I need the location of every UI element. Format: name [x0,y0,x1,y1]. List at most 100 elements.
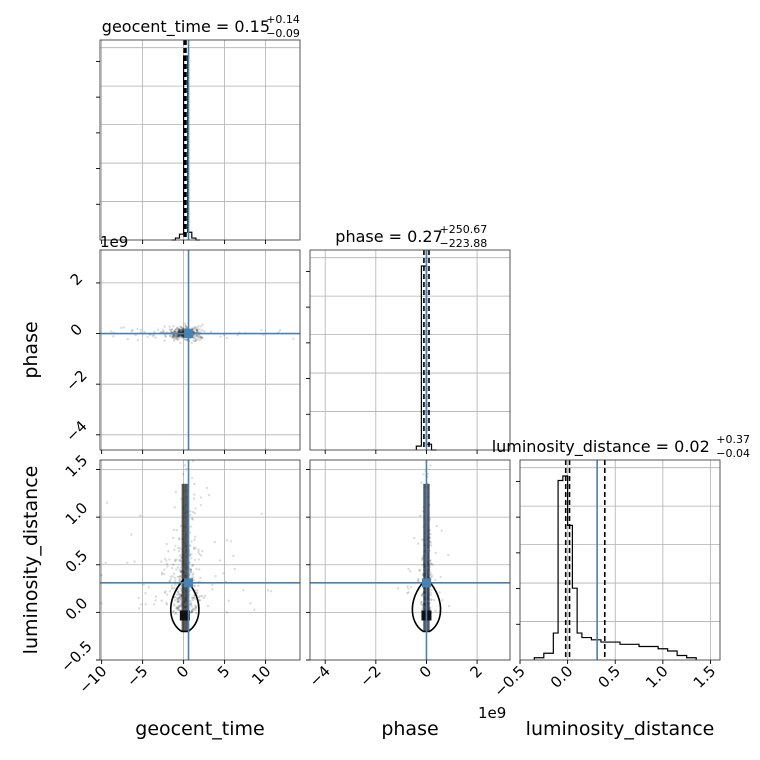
sample-point [192,339,195,342]
title-main-luminosity_distance: luminosity_distance = 0.02 [492,437,710,457]
sample-point [196,589,199,592]
sample-point [184,338,187,342]
sample-point [173,599,177,602]
sample-point [164,590,167,593]
sample-point [176,327,180,330]
sample-point [429,559,432,562]
scatter-panel-geocent_time-vs-phase-marks [100,250,300,450]
sample-point [139,328,143,332]
sample-point [190,517,194,520]
sample-point [87,582,89,584]
sample-point [439,575,442,579]
ytick-label-luminosity_distance-3: 1.0 [62,499,92,529]
sample-point [193,327,196,331]
sample-point [192,593,196,597]
sample-point [278,329,282,332]
sample-point [178,559,181,562]
sample-point [420,594,424,597]
sample-point [418,568,421,572]
sample-point [185,326,188,330]
sample-point [193,585,197,588]
sample-point [193,326,196,329]
sample-point [435,524,438,528]
sample-point [260,329,263,332]
sample-point [177,330,181,334]
sample-point [194,604,197,607]
sample-point [177,337,180,341]
sample-point [417,451,419,453]
hist-panel-luminosity_distance-border [519,459,721,661]
sample-point [213,540,216,544]
sample-point [175,335,179,338]
sample-point [194,338,198,341]
sample-point [196,329,199,332]
sample-point [153,330,156,334]
ylabel-luminosity_distance: luminosity_distance [20,466,42,655]
sample-point [199,576,202,580]
sample-point [174,334,177,338]
sample-point [140,603,143,606]
sample-point [199,503,203,507]
sample-point [166,565,169,568]
sample-point [174,490,178,494]
sample-point [193,547,196,551]
sample-point [152,603,156,606]
sample-point [94,580,96,582]
sample-point [178,554,182,557]
title-plus-phase: +250.67 [440,223,488,236]
sample-point [168,590,172,593]
sample-point [176,335,180,338]
sample-point [179,570,182,574]
sample-point [190,610,193,613]
sample-point [177,604,180,607]
scatter-panel-phase-vs-luminosity_distance-marks [310,451,510,660]
xtick-label-luminosity_distance-4: 1.5 [690,662,720,692]
sample-point [183,464,187,467]
scatter-panel-geocent_time-vs-luminosity_distance-border [99,459,301,661]
title-main-phase: phase = 0.27 [335,227,442,246]
sample-point [112,335,115,338]
sample-point [193,512,197,515]
sample-point [438,591,441,594]
sample-point [260,512,263,516]
sample-point [428,453,430,455]
sample-point [126,338,130,341]
sample-point [183,322,186,325]
sample-point [189,601,193,605]
xtick-label-luminosity_distance-0: −0.5 [490,662,528,700]
sample-point [179,593,182,596]
sample-point [179,599,182,602]
sample-point [176,606,179,610]
sample-point [179,330,182,333]
sample-point [177,334,180,337]
sample-point [173,335,176,338]
sample-point [173,505,176,509]
sample-point [269,589,273,593]
sample-point [430,588,433,592]
sample-point [185,325,188,329]
sample-point [163,568,166,571]
sample-point [198,338,202,342]
sample-point [178,577,181,581]
sample-point [190,341,193,344]
sample-point [197,336,200,339]
sample-point [252,608,256,611]
sample-point [421,559,424,562]
sample-point [416,579,420,582]
sample-point [120,326,123,330]
sample-point [168,325,171,328]
scatter-panel-phase-vs-luminosity_distance: −4 −2 0 2 [306,451,511,690]
sample-point [409,570,412,573]
sample-point [169,328,173,332]
sample-point [189,544,192,547]
sample-point [196,334,199,337]
sample-point [192,596,196,599]
ytick-label-phase-3: 2 [67,270,86,289]
sample-point [176,598,179,601]
title-minus-luminosity_distance: −0.04 [716,447,750,460]
sample-point [197,558,201,561]
sample-point [197,324,200,328]
sample-point [211,583,214,587]
sample-point [430,598,433,602]
sample-point [199,325,203,328]
